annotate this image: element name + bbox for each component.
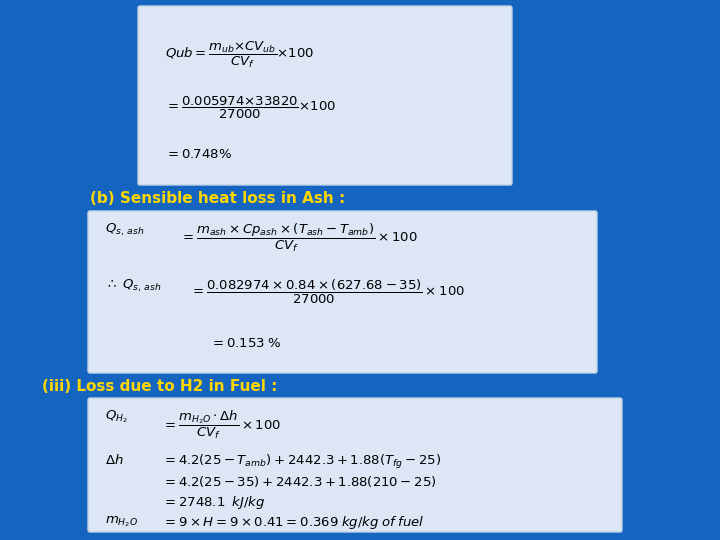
Text: $= 0.153\;\%$: $= 0.153\;\%$	[210, 337, 282, 350]
FancyBboxPatch shape	[138, 6, 512, 185]
Text: $\mathit{Qub} = \dfrac{m_{ub}\mathsf{\times}CV_{ub}}{CV_f}\mathsf{\times}100$: $\mathit{Qub} = \dfrac{m_{ub}\mathsf{\ti…	[165, 40, 314, 70]
Text: $Q_{s,\,ash}$: $Q_{s,\,ash}$	[105, 222, 144, 238]
Text: $= 0.748\%$: $= 0.748\%$	[165, 148, 232, 161]
Text: $m_{H_2O}$: $m_{H_2O}$	[105, 514, 138, 529]
FancyBboxPatch shape	[88, 398, 622, 532]
Text: (iii) Loss due to H2 in Fuel :: (iii) Loss due to H2 in Fuel :	[42, 379, 277, 394]
Text: $= \dfrac{0.082974\times0.84\times(627.68-35)}{27000}\times100$: $= \dfrac{0.082974\times0.84\times(627.6…	[190, 278, 465, 306]
Text: $\therefore\;Q_{s,\,ash}$: $\therefore\;Q_{s,\,ash}$	[105, 278, 161, 294]
Text: $Q_{H_2}$: $Q_{H_2}$	[105, 408, 128, 424]
Text: $= \dfrac{0.005974\mathsf{\times}33820}{27000}\mathsf{\times}100$: $= \dfrac{0.005974\mathsf{\times}33820}{…	[165, 95, 336, 121]
Text: $= 2748.1\;\; kJ/kg$: $= 2748.1\;\; kJ/kg$	[162, 494, 266, 511]
Text: (b) Sensible heat loss in Ash :: (b) Sensible heat loss in Ash :	[90, 191, 346, 206]
Text: $= 4.2(25-T_{amb})+2442.3+1.88(T_{fg}-25)$: $= 4.2(25-T_{amb})+2442.3+1.88(T_{fg}-25…	[162, 453, 441, 471]
Text: $= \dfrac{m_{ash}\times Cp_{ash}\times(T_{ash}-T_{amb})}{CV_f}\times100$: $= \dfrac{m_{ash}\times Cp_{ash}\times(T…	[180, 222, 418, 254]
Text: $= 9\times H = 9\times0.41 = 0.369\;kg/kg\;\mathit{of\;fuel}$: $= 9\times H = 9\times0.41 = 0.369\;kg/k…	[162, 514, 425, 531]
Text: $\Delta h$: $\Delta h$	[105, 453, 124, 467]
Text: $= \dfrac{m_{H_2O}\cdot\Delta h}{CV_f}\times 100$: $= \dfrac{m_{H_2O}\cdot\Delta h}{CV_f}\t…	[162, 408, 282, 441]
FancyBboxPatch shape	[88, 211, 597, 373]
Text: $= 4.2(25-35)+2442.3+1.88(210-25)$: $= 4.2(25-35)+2442.3+1.88(210-25)$	[162, 474, 436, 489]
